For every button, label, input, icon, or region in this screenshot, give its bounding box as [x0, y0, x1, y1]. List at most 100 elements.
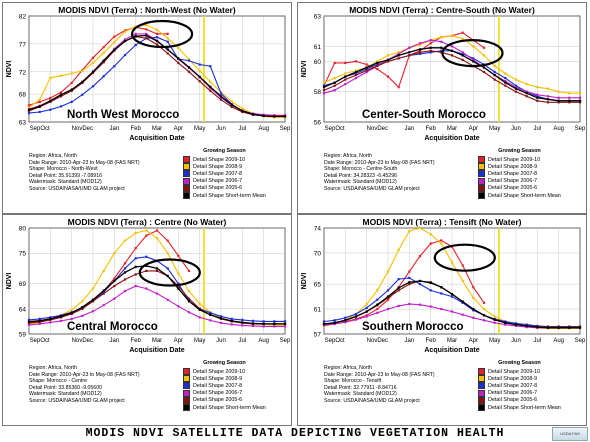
legend-label: Detail Shape Short-term Mean	[488, 192, 561, 199]
data-point	[219, 315, 223, 318]
data-point	[408, 51, 411, 54]
data-point	[429, 46, 432, 49]
data-point	[177, 272, 180, 275]
data-point	[440, 36, 443, 39]
data-point	[418, 52, 422, 55]
data-point	[557, 326, 560, 329]
data-point	[145, 34, 148, 37]
data-point	[219, 317, 223, 320]
highlight-ellipse	[441, 38, 504, 68]
data-point	[493, 78, 496, 81]
data-point	[376, 311, 379, 314]
data-point	[568, 101, 571, 104]
legend-label: Detail Shape 2008-9	[193, 375, 243, 382]
legend-swatch	[183, 375, 190, 383]
legend-item: Detail Shape 2005-6	[478, 184, 561, 192]
data-point	[440, 49, 443, 52]
data-point	[187, 269, 191, 273]
data-point	[49, 321, 52, 324]
data-point	[209, 80, 212, 83]
data-point	[91, 70, 95, 73]
data-point	[177, 287, 180, 290]
data-point	[472, 316, 475, 319]
data-point	[504, 72, 507, 75]
data-point	[546, 326, 550, 329]
data-point	[198, 302, 201, 305]
x-tick-label: NovDec	[72, 126, 93, 132]
data-point	[134, 247, 137, 250]
data-point	[91, 61, 95, 64]
data-point	[209, 86, 212, 90]
data-point	[38, 110, 41, 114]
data-point	[322, 92, 326, 95]
data-point	[493, 73, 496, 77]
legend-swatch	[478, 163, 485, 171]
data-point	[145, 229, 148, 232]
data-point	[177, 57, 180, 60]
data-point	[429, 49, 432, 52]
data-point	[514, 90, 518, 93]
data-point	[134, 284, 137, 288]
chart-panel-centre: MODIS NDVI (Terra) : Centre (No Water) 5…	[2, 214, 292, 426]
series-line	[28, 26, 168, 106]
data-point	[408, 54, 411, 57]
data-point	[262, 113, 265, 116]
y-tick-label: 69	[19, 281, 27, 288]
data-point	[283, 116, 287, 119]
data-point	[187, 59, 191, 62]
data-point	[429, 281, 432, 284]
data-point	[493, 64, 496, 68]
data-point	[102, 61, 105, 64]
data-point	[482, 54, 486, 57]
data-point	[102, 292, 105, 295]
legend-item: Detail Shape 2008-9	[183, 375, 266, 383]
data-point	[536, 99, 539, 102]
data-point	[429, 39, 432, 42]
chart-legend: Growing Season Detail Shape 2009-10 Detai…	[478, 148, 561, 200]
legend-label: Detail Shape 2009-10	[193, 368, 246, 375]
data-point	[365, 63, 368, 66]
info-line: Shape: Morocco - Centre	[29, 378, 87, 385]
chart-title: MODIS NDVI (Terra) : Centre-South (No Wa…	[349, 5, 535, 15]
chart-title: MODIS NDVI (Terra) : North-West (No Wate…	[58, 5, 236, 15]
data-point	[123, 262, 127, 265]
y-tick-label: 63	[314, 14, 322, 21]
data-point	[91, 71, 95, 75]
data-point	[155, 267, 159, 270]
data-point	[273, 320, 276, 323]
data-point	[536, 86, 539, 89]
data-point	[546, 95, 550, 98]
info-line: Date Range: 2010-Apr-23 to May-08 (FAS N…	[29, 159, 140, 166]
info-line: Region: Africa, North	[324, 365, 372, 371]
data-point	[429, 289, 432, 292]
data-point	[397, 52, 400, 55]
data-point	[408, 230, 411, 233]
data-point	[376, 67, 379, 71]
figure-caption: MODIS NDVI SATELLITE DATA DEPICTING VEGE…	[85, 427, 505, 440]
data-point	[397, 86, 400, 89]
legend-label: Detail Shape 2005-6	[488, 397, 538, 404]
legend-label: Detail Shape Short-term Mean	[193, 192, 266, 199]
data-point	[440, 307, 443, 311]
data-point	[429, 51, 432, 54]
data-point	[198, 75, 201, 78]
y-tick-label: 80	[19, 226, 27, 233]
data-point	[177, 254, 180, 257]
legend-item: Detail Shape 2005-6	[183, 184, 266, 192]
data-point	[241, 107, 244, 110]
data-point	[322, 324, 326, 327]
data-point	[418, 48, 422, 51]
data-point	[376, 63, 379, 66]
data-point	[450, 261, 454, 264]
data-point	[418, 42, 422, 45]
data-point	[450, 34, 454, 37]
data-point	[262, 114, 265, 117]
data-point	[397, 51, 400, 54]
data-point	[461, 37, 464, 40]
data-point	[27, 320, 31, 323]
data-point	[322, 86, 326, 89]
data-point	[525, 95, 528, 98]
data-point	[177, 282, 180, 285]
legend-item: Detail Shape 2008-9	[478, 375, 561, 383]
data-point	[461, 264, 464, 267]
